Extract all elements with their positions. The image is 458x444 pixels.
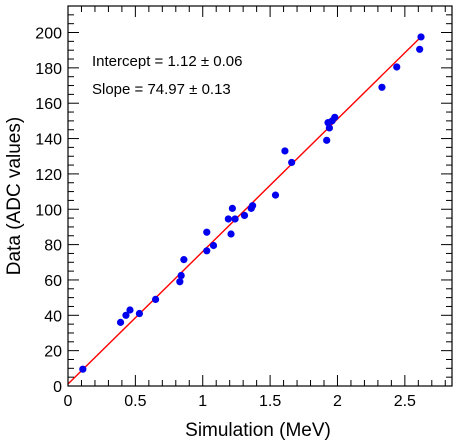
data-point <box>417 33 425 41</box>
data-point <box>288 158 296 167</box>
x-tick-label: 1 <box>198 393 207 410</box>
data-point <box>177 271 185 280</box>
y-tick-label: 60 <box>44 273 62 290</box>
data-point <box>203 228 211 236</box>
data-point <box>116 318 125 326</box>
y-tick-label: 0 <box>53 379 62 396</box>
data-point <box>203 247 211 255</box>
data-point <box>231 215 239 223</box>
y-tick-label: 200 <box>35 26 62 43</box>
data-point <box>176 278 184 286</box>
data-point <box>122 311 130 319</box>
y-tick-label: 140 <box>35 132 62 149</box>
data-point <box>79 365 87 373</box>
data-point <box>271 191 280 199</box>
y-tick-label: 40 <box>44 308 62 325</box>
data-point <box>228 204 236 212</box>
plot-frame <box>67 5 453 387</box>
data-point <box>209 241 218 250</box>
y-tick-label: 120 <box>35 167 62 184</box>
y-tick-label: 160 <box>35 96 62 113</box>
y-axis-title: Data (ADC values) <box>4 117 25 275</box>
y-tick-label: 180 <box>35 61 62 78</box>
fit-line <box>67 36 422 385</box>
y-axis: 0 20 40 60 80 100 120 140 160 180 200 <box>35 14 452 396</box>
y-tick-label: 80 <box>44 238 62 255</box>
x-tick-label: 0 <box>64 393 73 410</box>
data-point <box>378 83 386 91</box>
data-point <box>331 113 339 121</box>
data-point <box>224 215 232 223</box>
intercept-annotation: Intercept = 1.12 ± 0.06 <box>92 53 242 70</box>
data-point <box>416 45 424 53</box>
y-tick-label: 100 <box>35 202 62 219</box>
data-point <box>248 202 257 210</box>
data-point <box>281 147 289 155</box>
data-points <box>79 33 425 373</box>
data-point <box>227 230 235 238</box>
x-tick-label: 0.5 <box>124 393 146 410</box>
x-tick-label: 2 <box>333 393 342 410</box>
data-point <box>325 124 333 132</box>
y-tick-label: 20 <box>44 344 62 361</box>
data-point <box>151 295 160 303</box>
data-point <box>135 309 144 318</box>
x-tick-label: 1.5 <box>259 393 281 410</box>
data-point <box>240 211 249 220</box>
x-axis: 0 0.5 1 1.5 2 2.5 <box>64 6 446 410</box>
data-point <box>323 136 331 144</box>
x-axis-title: Simulation (MeV) <box>185 420 331 441</box>
data-point <box>180 256 188 264</box>
data-point <box>126 306 134 314</box>
x-tick-label: 2.5 <box>394 393 416 410</box>
data-point <box>393 63 401 71</box>
plot-area <box>67 33 425 385</box>
slope-annotation: Slope = 74.97 ± 0.13 <box>92 81 231 98</box>
